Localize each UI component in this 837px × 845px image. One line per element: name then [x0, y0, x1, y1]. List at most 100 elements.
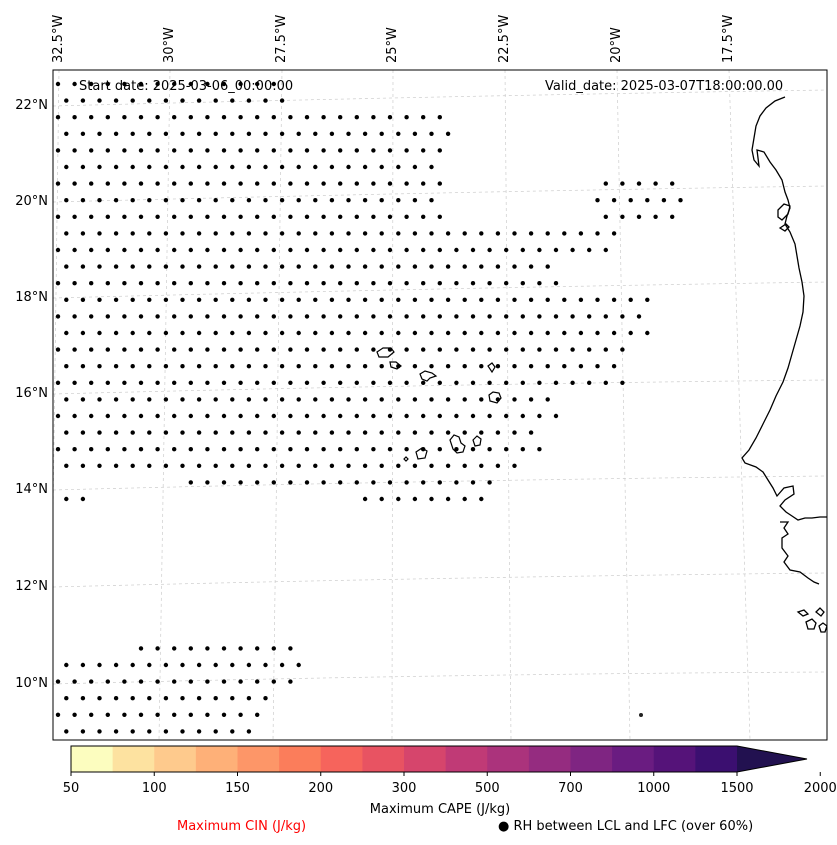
- rh-dot: [64, 198, 69, 203]
- rh-dot: [346, 463, 351, 468]
- rh-dot: [304, 181, 310, 186]
- rh-dot: [578, 297, 584, 302]
- rh-dot: [230, 330, 235, 336]
- rh-dot: [462, 430, 467, 435]
- meridian-line: [53, 70, 60, 543]
- rh-dot: [595, 231, 600, 236]
- rh-dot: [371, 247, 376, 253]
- rh-dot: [97, 231, 102, 236]
- cin-label-text: Maximum CIN (J/kg): [177, 819, 307, 834]
- rh-dot: [296, 364, 301, 369]
- rh-marker-icon: ●: [498, 819, 510, 834]
- rh-dot: [512, 364, 517, 369]
- rh-dot: [445, 231, 451, 236]
- rh-dot: [346, 364, 351, 369]
- rh-dot: [603, 181, 608, 186]
- rh-dot: [72, 148, 77, 153]
- rh-dot: [412, 496, 418, 502]
- rh-dot: [636, 214, 642, 219]
- rh-dot: [230, 430, 235, 435]
- rh-dot: [304, 314, 310, 319]
- rh-dot: [105, 314, 111, 319]
- rh-dot: [371, 447, 376, 452]
- rh-dot: [64, 397, 69, 402]
- rh-dot: [147, 430, 152, 435]
- rh-dot: [304, 413, 310, 419]
- rh-dot: [188, 480, 193, 485]
- rh-dot: [221, 181, 227, 186]
- rh-dot: [188, 115, 193, 120]
- rh-dot: [221, 646, 227, 651]
- rh-dot: [313, 231, 318, 236]
- rh-dot: [445, 397, 451, 402]
- rh-dot: [180, 198, 185, 203]
- rh-dot: [97, 198, 102, 203]
- latitude-label: 20°N: [15, 194, 48, 209]
- rh-dot: [421, 480, 426, 485]
- longitude-label: 22.5°W: [497, 14, 512, 63]
- rh-dot: [230, 729, 235, 734]
- rh-dot: [296, 662, 301, 668]
- rh-dot: [205, 712, 210, 717]
- rh-dot: [454, 281, 459, 286]
- rh-dot: [296, 164, 301, 170]
- rh-dot: [155, 115, 160, 120]
- rh-dot: [429, 164, 434, 170]
- rh-dot: [387, 480, 393, 485]
- rh-dot: [412, 231, 418, 236]
- meridian-line: [504, 70, 512, 740]
- rh-dot: [105, 115, 111, 120]
- rh-dot: [246, 364, 252, 369]
- rh-dot: [205, 81, 210, 87]
- rh-dot: [238, 447, 243, 452]
- rh-dot: [429, 131, 434, 136]
- rh-dot: [147, 131, 152, 136]
- rh-dot: [172, 148, 177, 153]
- rh-dot: [379, 231, 384, 236]
- rh-dot: [487, 380, 492, 385]
- rh-dot: [495, 463, 501, 468]
- rh-dot: [279, 264, 285, 269]
- colorbar-tick-label: 300: [391, 781, 417, 796]
- rh-dot: [155, 380, 160, 385]
- rh-dot: [379, 198, 384, 203]
- rh-dot: [321, 148, 326, 153]
- rh-dot: [504, 447, 509, 452]
- rh-dot: [213, 264, 218, 269]
- rh-dot: [379, 463, 384, 468]
- rh-dot: [188, 314, 193, 319]
- rh-dot: [180, 463, 185, 468]
- rh-dot: [379, 131, 384, 136]
- rh-dot: [321, 181, 326, 186]
- rh-dot: [130, 98, 135, 103]
- rh-dot: [180, 131, 185, 136]
- cin-legend-label: Maximum CIN (J/kg): [177, 819, 306, 834]
- rh-dot: [288, 281, 293, 286]
- rh-dot: [611, 198, 617, 203]
- rh-dot: [338, 380, 343, 385]
- rh-dot: [205, 115, 210, 120]
- rh-dot: [346, 297, 351, 302]
- rh-dot: [387, 447, 393, 452]
- map-frame: [52, 69, 828, 741]
- rh-dot: [412, 397, 418, 402]
- rh-dot: [163, 198, 169, 203]
- rh-dot: [371, 413, 376, 419]
- rh-dot: [263, 231, 268, 236]
- rh-dot: [221, 712, 227, 717]
- rh-dot: [188, 214, 193, 219]
- rh-dot: [147, 662, 152, 668]
- rh-dot: [371, 480, 376, 485]
- meridian-line: [616, 70, 631, 740]
- cape-verde-islands: [376, 347, 502, 462]
- rh-dot: [147, 297, 152, 302]
- rh-dot: [479, 463, 484, 468]
- rh-dot: [412, 330, 418, 336]
- rh-dot: [404, 214, 409, 219]
- rh-dot: [354, 480, 359, 485]
- rh-dot: [55, 214, 61, 219]
- rh-dot: [89, 712, 94, 717]
- rh-dot: [445, 364, 451, 369]
- rh-dot: [246, 397, 252, 402]
- rh-dot: [296, 297, 301, 302]
